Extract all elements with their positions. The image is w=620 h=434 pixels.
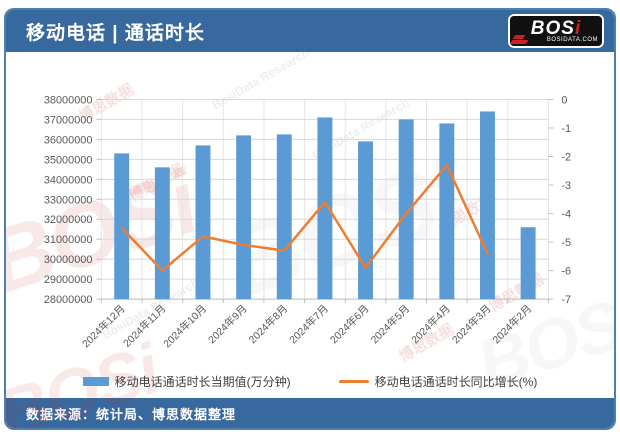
header: 移动电话 | 通话时长 BOSi BOSIDATA.COM: [6, 10, 614, 52]
svg-text:2024年4月: 2024年4月: [408, 302, 452, 346]
svg-text:-4: -4: [561, 209, 571, 221]
svg-text:33000000: 33000000: [44, 194, 93, 206]
report-card: 移动电话 | 通话时长 BOSi BOSIDATA.COM 博思数据 BosiD…: [4, 8, 616, 430]
svg-text:2024年7月: 2024年7月: [287, 302, 331, 346]
svg-text:-7: -7: [561, 294, 571, 306]
svg-text:2024年12月: 2024年12月: [79, 302, 128, 350]
svg-text:-3: -3: [561, 180, 571, 192]
legend-item-bar: 移动电话通话时长当期值(万分钟): [82, 373, 291, 390]
svg-text:36000000: 36000000: [44, 134, 93, 146]
svg-text:31000000: 31000000: [44, 234, 93, 246]
svg-text:2024年2月: 2024年2月: [490, 302, 534, 346]
data-source: 数据来源：统计局、博思数据整理: [26, 406, 237, 422]
svg-text:-2: -2: [561, 151, 571, 163]
svg-text:35000000: 35000000: [44, 154, 93, 166]
svg-text:2024年3月: 2024年3月: [449, 302, 493, 346]
svg-text:2024年9月: 2024年9月: [205, 302, 249, 346]
bosi-logo: BOSi BOSIDATA.COM: [508, 14, 604, 48]
svg-text:2024年10月: 2024年10月: [161, 302, 210, 350]
legend-label-line: 移动电话通话时长同比增长(%): [374, 375, 538, 389]
svg-text:30000000: 30000000: [44, 254, 93, 266]
svg-text:0: 0: [561, 94, 567, 106]
footer: 数据来源：统计局、博思数据整理: [6, 398, 614, 428]
bar-swatch-icon: [82, 377, 109, 386]
svg-text:28000000: 28000000: [44, 294, 93, 306]
svg-text:-1: -1: [561, 123, 571, 135]
legend-label-bar: 移动电话通话时长当期值(万分钟): [114, 375, 291, 389]
bosi-logo-text: BOSi: [530, 17, 582, 39]
svg-text:29000000: 29000000: [44, 274, 93, 286]
page-title: 移动电话 | 通话时长: [26, 22, 205, 44]
legend: 移动电话通话时长当期值(万分钟) 移动电话通话时长同比增长(%): [6, 373, 614, 390]
svg-text:34000000: 34000000: [44, 174, 93, 186]
svg-text:2024年6月: 2024年6月: [327, 302, 371, 346]
svg-text:37000000: 37000000: [44, 114, 93, 126]
line-swatch-icon: [338, 380, 369, 383]
bosi-logo-domain: BOSIDATA.COM: [546, 36, 598, 43]
chart-area: 博思数据 BosiData Research 博思数据 博思数据 BosiDat…: [6, 46, 614, 428]
svg-text:-6: -6: [561, 266, 571, 278]
logo-stripe-icon: [512, 35, 526, 39]
svg-text:32000000: 32000000: [44, 214, 93, 226]
svg-text:2024年8月: 2024年8月: [246, 302, 290, 346]
legend-item-line: 移动电话通话时长同比增长(%): [338, 373, 538, 390]
bar-line-chart: 38000000 37000000 36000000 35000000 34000000…: [44, 94, 571, 350]
svg-text:-5: -5: [561, 237, 571, 249]
svg-text:2024年5月: 2024年5月: [368, 302, 412, 346]
logo-stripe-icon: [509, 40, 529, 44]
svg-text:38000000: 38000000: [44, 94, 93, 106]
